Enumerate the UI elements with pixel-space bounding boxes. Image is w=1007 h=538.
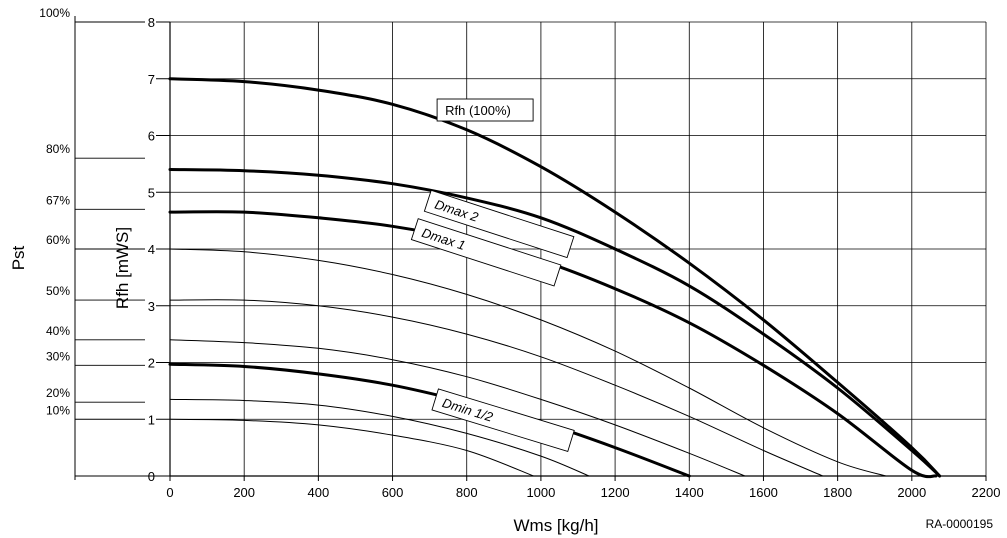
curve-label-box bbox=[431, 388, 575, 452]
curve-label-text: Rfh (100%) bbox=[445, 103, 511, 118]
pst-level-label: 100% bbox=[39, 6, 70, 20]
y-tick-label: 0 bbox=[148, 469, 155, 484]
x-axis-title: Wms [kg/h] bbox=[513, 516, 598, 535]
y-axis-title: Rfh [mWS] bbox=[113, 227, 132, 309]
y-tick-label: 5 bbox=[148, 185, 155, 200]
x-tick-label: 400 bbox=[308, 485, 330, 500]
curve-label-box bbox=[410, 218, 562, 287]
curve-label: Rfh (100%) bbox=[436, 98, 534, 122]
x-tick-label: 2200 bbox=[972, 485, 1001, 500]
thin-curve bbox=[169, 299, 824, 477]
pump-curves bbox=[168, 77, 942, 479]
axes: 0 200 400 600 800 1000 1200 1400 1600 1800 2000 220… bbox=[148, 15, 1001, 500]
pst-level-label: 50% bbox=[46, 284, 70, 298]
x-tick-label: 1000 bbox=[526, 485, 555, 500]
pst-level-label: 30% bbox=[46, 349, 70, 363]
pst-level-label: 67% bbox=[46, 193, 70, 207]
y-tick-label: 6 bbox=[148, 129, 155, 144]
curve-label: Dmin 1/2 bbox=[431, 388, 575, 452]
y-tick-label: 3 bbox=[148, 299, 155, 314]
x-tick-label: 1400 bbox=[675, 485, 704, 500]
bold-curve bbox=[168, 168, 942, 478]
pst-scale: 100% 80% 67% 60% 50% 40% 30% 20% 10% bbox=[39, 6, 170, 480]
x-tick-label: 1200 bbox=[601, 485, 630, 500]
curve-label-box bbox=[423, 189, 575, 259]
curve-label: Dmax 2 bbox=[423, 189, 575, 259]
x-tick-label: 1600 bbox=[749, 485, 778, 500]
y-tick-label: 4 bbox=[148, 242, 155, 257]
y-tick-label: 7 bbox=[148, 72, 155, 87]
thin-curve bbox=[169, 418, 534, 477]
pst-level-label: 80% bbox=[46, 142, 70, 156]
x-tick-label: 0 bbox=[166, 485, 173, 500]
thin-curve bbox=[169, 398, 590, 477]
bold-curve bbox=[168, 77, 942, 478]
pst-level-label: 40% bbox=[46, 324, 70, 338]
thin-curve bbox=[169, 339, 746, 477]
reference-code: RA-0000195 bbox=[926, 517, 994, 531]
y-tick-label: 8 bbox=[148, 15, 155, 30]
bold-curve bbox=[168, 210, 938, 479]
x-tick-label: 1800 bbox=[823, 485, 852, 500]
x-tick-label: 800 bbox=[456, 485, 478, 500]
curve-label-box bbox=[436, 98, 534, 122]
x-tick-label: 2000 bbox=[897, 485, 926, 500]
thin-curve bbox=[169, 248, 887, 477]
x-tick-label: 600 bbox=[382, 485, 404, 500]
y-tick-label: 1 bbox=[148, 412, 155, 427]
y-tick-label: 2 bbox=[148, 356, 155, 371]
pst-axis-title: Pst bbox=[9, 245, 28, 270]
pst-level-label: 10% bbox=[46, 403, 70, 417]
pst-level-label: 60% bbox=[46, 233, 70, 247]
bold-curve bbox=[168, 362, 691, 478]
x-tick-label: 200 bbox=[233, 485, 255, 500]
pst-level-label: 20% bbox=[46, 386, 70, 400]
